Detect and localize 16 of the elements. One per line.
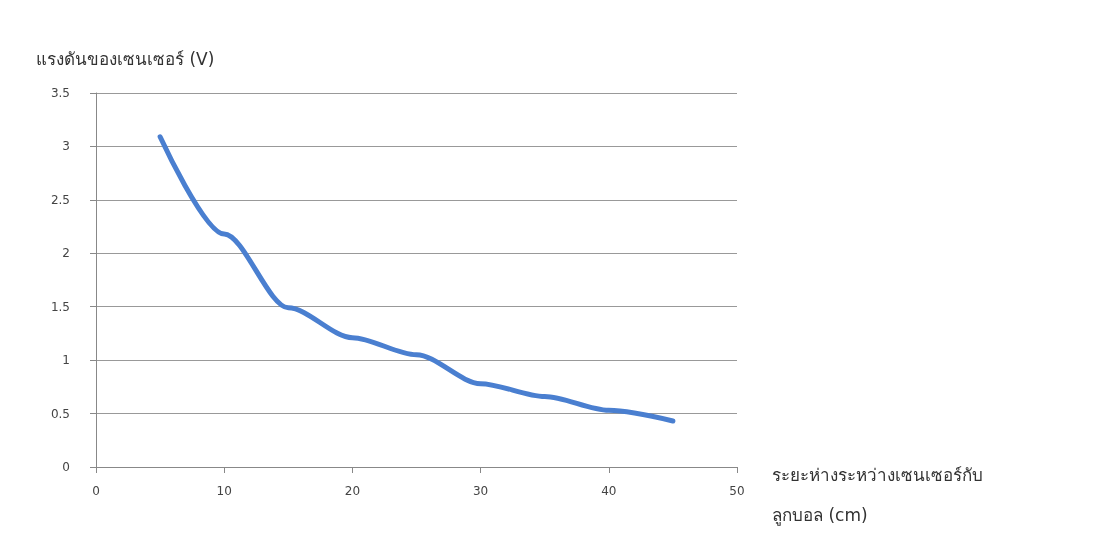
x-tick-label: 0 [92,484,100,498]
y-tick-label: 3.5 [50,86,70,100]
y-tick-label: 1 [62,353,70,368]
y-tick-label: 3 [62,139,70,154]
x-tick-label: 50 [729,484,745,498]
x-axis-title: ระยะห่างระหว่างเซนเซอร์กับ ลูกบอล (cm) [772,465,983,526]
x-tick-label: 10 [216,484,232,498]
y-tick-label: 2 [62,246,70,261]
y-tick-label: 1.5 [50,299,70,314]
y-axis-title: แรงดันของเซนเซอร์ (V) [36,48,215,69]
x-tick-label: 30 [472,484,489,498]
y-tick-label: 0.5 [50,406,70,421]
y-tick-label: 2.5 [50,192,70,207]
x-tick-label: 40 [601,484,617,498]
x-tick-label: 20 [344,484,361,498]
y-tick-label: 0 [62,460,70,474]
